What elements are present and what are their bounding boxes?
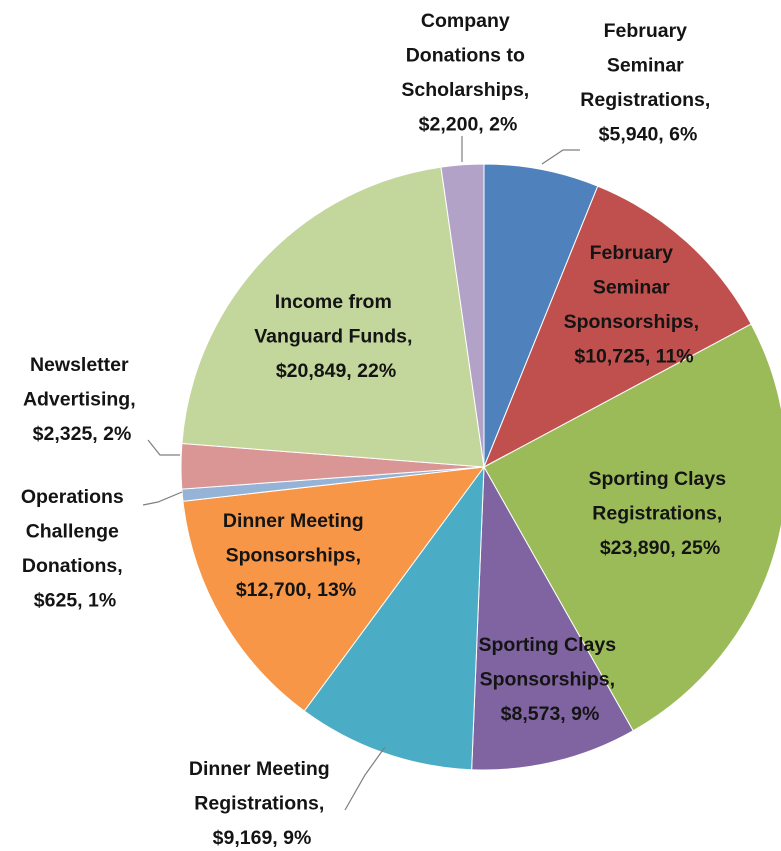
label-line: Advertising, [23, 389, 141, 411]
label-line: $8,573, 9% [501, 703, 600, 725]
pie-slice [182, 466, 486, 712]
label-line: Registrations, [580, 89, 715, 111]
pie-slice [483, 185, 752, 469]
label-line: Dinner Meeting [223, 510, 369, 532]
pie-slice [483, 163, 599, 468]
pie-slice [440, 163, 485, 468]
data-label: Dinner Meeting Registrations, $9,169, 9% [189, 758, 335, 849]
label-line: Sporting Clays [478, 634, 621, 656]
label-line: $9,169, 9% [213, 827, 312, 849]
data-label: Income from Vanguard Funds, $20,849, 22% [254, 291, 418, 382]
label-line: $5,940, 6% [599, 124, 698, 146]
pie-slice [471, 465, 634, 771]
label-line: February [604, 20, 693, 42]
data-label: Operations Challenge Donations, $625, 1% [21, 486, 129, 612]
label-line: $2,200, 2% [419, 114, 518, 136]
data-label: Sporting Clays Registrations, $23,890, 2… [588, 468, 731, 559]
data-label: February Seminar Registrations, $5,940, … [580, 20, 715, 146]
label-line: Donations to [406, 45, 531, 67]
label-line: Registrations, [194, 793, 329, 815]
pie-slice [303, 465, 485, 771]
label-line: February [590, 242, 679, 264]
label-line: Seminar [593, 277, 675, 299]
pie-slice [483, 323, 781, 732]
leader-line [147, 439, 180, 456]
data-label: Newsletter Advertising, $2,325, 2% [23, 354, 141, 445]
leader-line [142, 491, 183, 506]
label-line: Scholarships, [401, 79, 534, 101]
label-line: Sponsorships, [564, 311, 705, 333]
label-line: Operations [21, 486, 129, 508]
data-label: February Seminar Sponsorships, $10,725, … [564, 242, 705, 368]
leader-line [344, 746, 386, 811]
label-line: Vanguard Funds, [254, 326, 418, 348]
leader-line [541, 149, 580, 165]
label-line: Sponsorships, [226, 545, 367, 567]
label-line: Donations, [22, 555, 128, 577]
label-line: $23,890, 25% [600, 537, 720, 559]
label-line: $20,849, 22% [276, 360, 396, 382]
data-label: Dinner Meeting Sponsorships, $12,700, 13… [223, 510, 369, 601]
pie-slice [181, 166, 485, 468]
label-line: Income from [275, 291, 397, 313]
label-line: Newsletter [30, 354, 134, 376]
data-label: Company Donations to Scholarships, $2,20… [401, 10, 534, 136]
label-line: Seminar [607, 55, 689, 77]
label-line: Sponsorships, [480, 669, 621, 691]
label-line: Dinner Meeting [189, 758, 335, 780]
label-line: Registrations, [592, 503, 727, 525]
label-line: $2,325, 2% [33, 423, 132, 445]
data-label: Sporting Clays Sponsorships, $8,573, 9% [478, 634, 621, 725]
label-line: $10,725, 11% [574, 346, 693, 368]
label-line: $625, 1% [34, 590, 116, 612]
label-line: Sporting Clays [588, 468, 731, 490]
label-line: Challenge [26, 521, 125, 543]
label-line: Company [421, 10, 515, 32]
label-line: $12,700, 13% [236, 579, 356, 601]
